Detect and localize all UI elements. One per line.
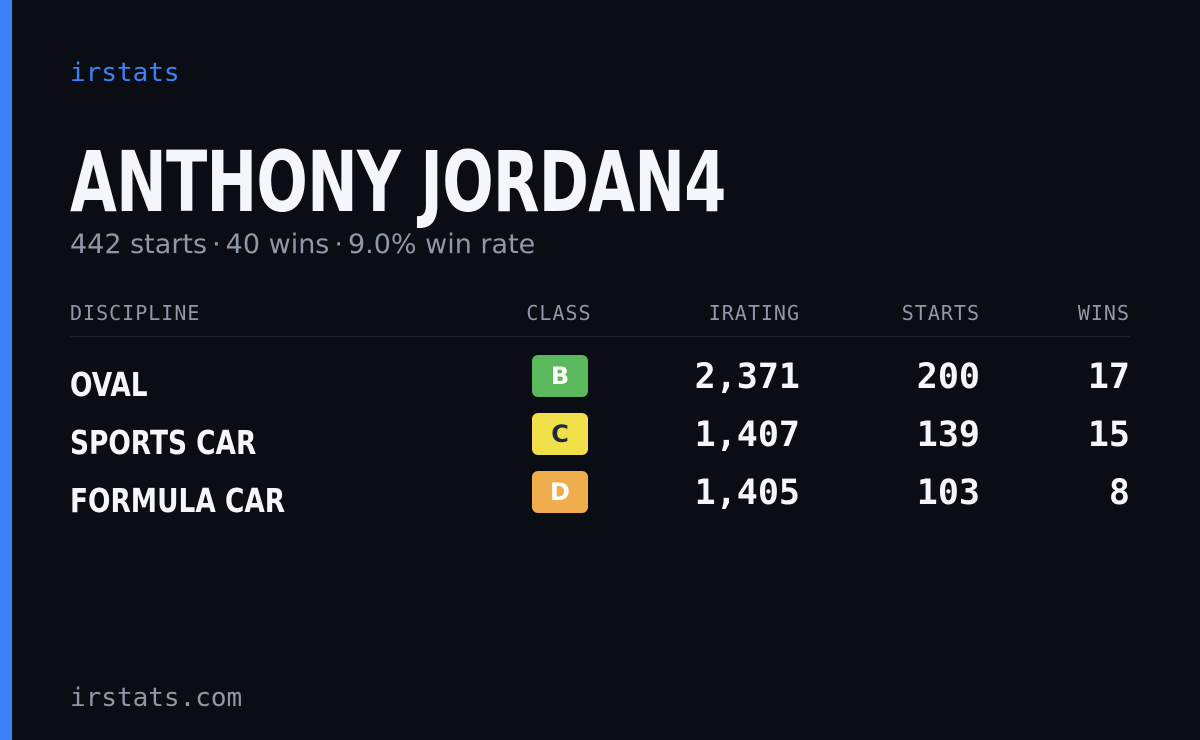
summary-wins: 40 wins — [225, 229, 330, 260]
row-starts: 200 — [916, 357, 980, 397]
player-summary: 442 starts · 40 wins · 9.0% win rate — [70, 228, 535, 262]
header-wins: WINS — [1077, 301, 1130, 325]
footer-url: irstats.com — [70, 683, 243, 713]
brand-logo-text: irstats — [70, 58, 180, 88]
discipline-stats-table: DISCIPLINE CLASS IRATING STARTS WINS OVA… — [70, 300, 1130, 527]
header-discipline: DISCIPLINE — [70, 301, 201, 325]
summary-separator: · — [212, 229, 221, 260]
table-header: DISCIPLINE CLASS IRATING STARTS WINS — [70, 300, 1130, 337]
table-row: SPORTS CAR C 1,407 139 15 — [70, 411, 1130, 469]
row-starts: 103 — [916, 473, 980, 513]
row-discipline: FORMULA CAR — [70, 481, 286, 520]
header-irating: IRATING — [708, 301, 800, 325]
class-badge: D — [532, 471, 588, 513]
accent-bar — [0, 0, 12, 740]
row-starts: 139 — [916, 415, 980, 455]
row-wins: 17 — [1087, 357, 1130, 397]
summary-winrate: 9.0% win rate — [347, 229, 536, 260]
row-irating: 2,371 — [694, 357, 800, 397]
table-body: OVAL B 2,371 200 17 SPORTS CAR C 1,407 1… — [70, 353, 1130, 527]
header-class: CLASS — [526, 301, 592, 325]
table-row: OVAL B 2,371 200 17 — [70, 353, 1130, 411]
header-starts: STARTS — [901, 301, 980, 325]
table-row: FORMULA CAR D 1,405 103 8 — [70, 469, 1130, 527]
player-name: ANTHONY JORDAN4 — [70, 133, 726, 231]
row-irating: 1,405 — [694, 473, 800, 513]
row-wins: 15 — [1087, 415, 1130, 455]
row-discipline: SPORTS CAR — [70, 423, 257, 462]
class-badge: C — [532, 413, 588, 455]
row-discipline: OVAL — [70, 365, 148, 404]
row-irating: 1,407 — [694, 415, 800, 455]
row-wins: 8 — [1108, 473, 1130, 513]
class-badge: B — [532, 355, 588, 397]
summary-starts: 442 starts — [70, 229, 208, 260]
summary-separator: · — [334, 229, 343, 260]
